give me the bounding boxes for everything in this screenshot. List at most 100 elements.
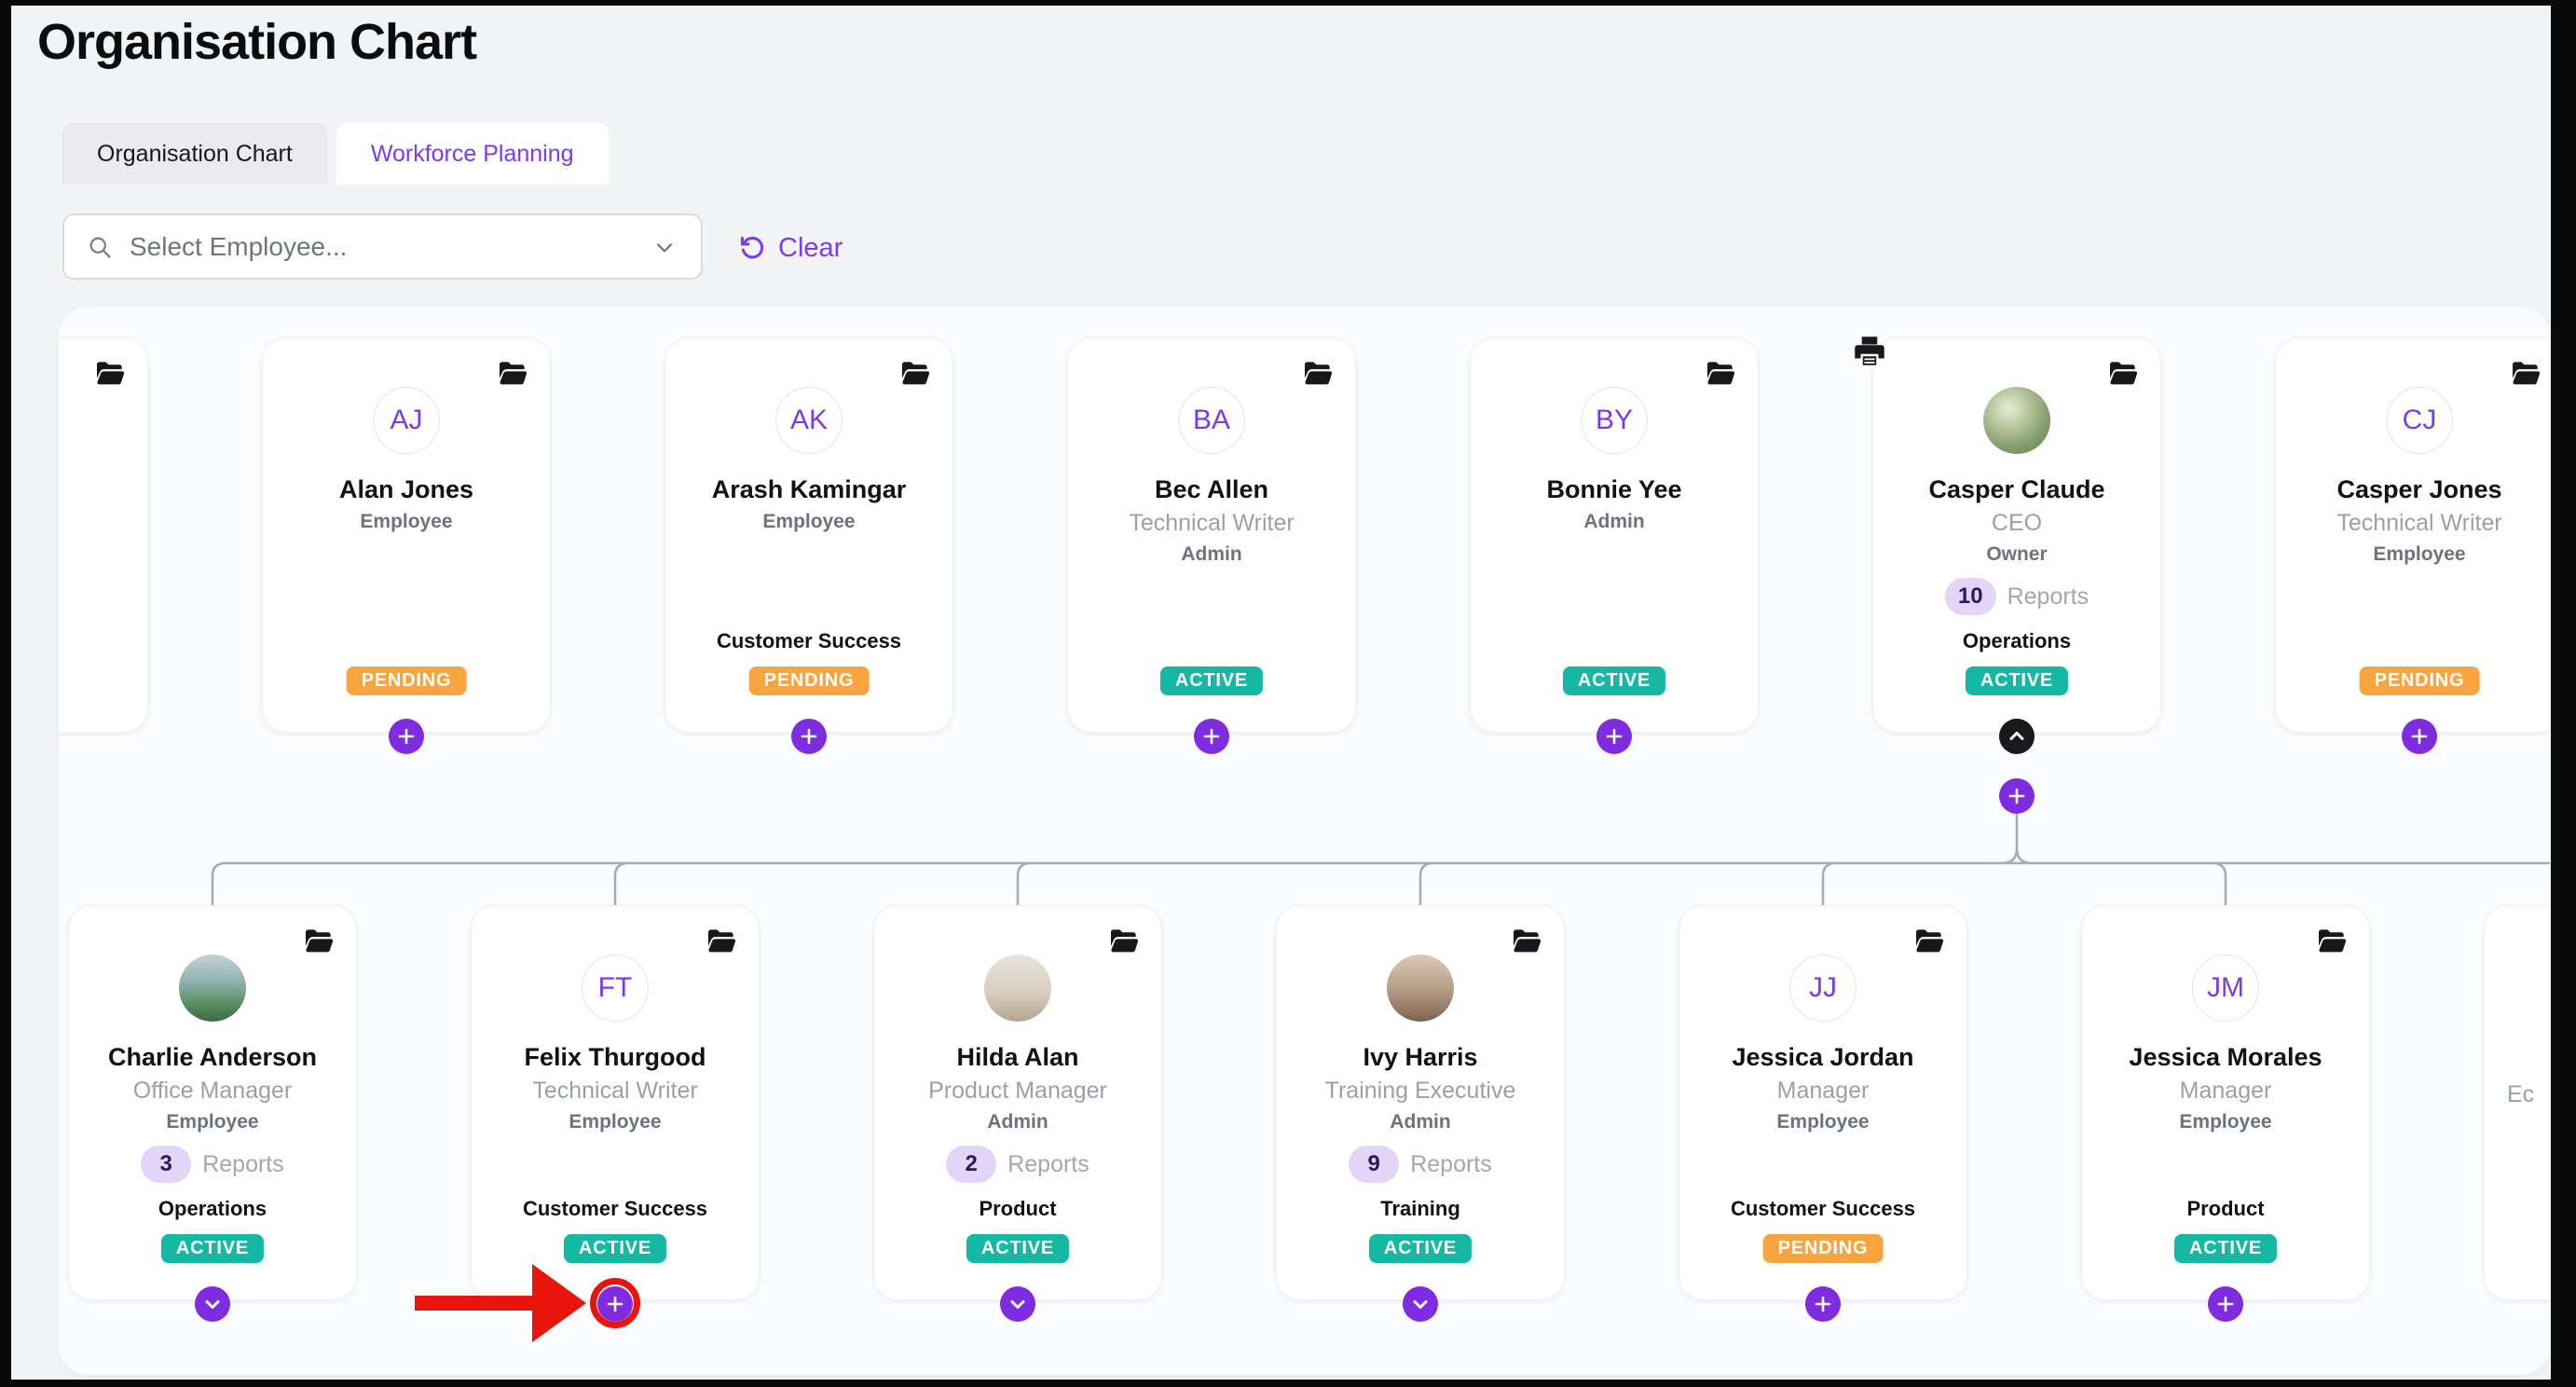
org-card-casper-jones[interactable]: CJ Casper Jones Technical Writer Employee PE… <box>2275 337 2550 754</box>
org-card-jessica-morales[interactable]: JM Jessica Morales Manager Employee Product A… <box>2081 905 2370 1322</box>
tab-organisation-chart[interactable]: Organisation Chart <box>62 123 327 185</box>
avatar <box>1387 954 1454 1022</box>
status-badge: PENDING <box>2359 666 2480 695</box>
employee-name: Charlie Anderson <box>107 1043 318 1071</box>
add-report-button[interactable] <box>1596 719 1632 754</box>
status-badge: ACTIVE <box>966 1234 1070 1263</box>
org-card-ivy-harris[interactable]: Ivy Harris Training Executive Admin 9 Report… <box>1276 905 1565 1322</box>
folder-icon[interactable] <box>1914 928 1944 954</box>
folder-icon[interactable] <box>2511 361 2541 387</box>
add-report-button[interactable] <box>389 719 424 754</box>
refresh-icon <box>740 236 764 259</box>
reports-count: 10 <box>1944 578 1996 615</box>
access-level: Employee <box>360 511 453 532</box>
employee-name: Alan Jones <box>338 475 474 503</box>
reports-badge: 9 Reports <box>1277 1146 1564 1183</box>
department-label: Product <box>979 1197 1057 1220</box>
job-title: Product Manager <box>928 1078 1107 1104</box>
folder-icon[interactable] <box>2108 361 2138 387</box>
collapse-children-button[interactable] <box>1999 719 2035 754</box>
add-report-button[interactable] <box>1805 1286 1841 1322</box>
tab-bar: Organisation Chart Workforce Planning <box>62 123 609 185</box>
status-badge: ACTIVE <box>160 1234 265 1263</box>
expand-children-button[interactable] <box>1000 1286 1035 1322</box>
status-badge: ACTIVE <box>563 1234 667 1263</box>
department-label: Customer Success <box>716 629 902 652</box>
employee-select[interactable]: Select Employee... <box>62 213 703 280</box>
add-report-button[interactable] <box>791 719 827 754</box>
avatar: JM <box>2192 954 2259 1022</box>
org-chart-canvas[interactable]: AJ Alan Jones Employee PENDING AK Arash Kamin… <box>58 306 2551 1376</box>
folder-icon[interactable] <box>1109 928 1139 954</box>
job-title: Technical Writer <box>2336 510 2502 536</box>
access-level: Employee <box>569 1111 662 1133</box>
annotation-ring <box>590 1278 640 1328</box>
app-window: Organisation Chart Organisation Chart Wo… <box>11 6 2551 1380</box>
access-level: Employee <box>2179 1111 2272 1133</box>
status-badge: PENDING <box>1762 1234 1884 1263</box>
folder-icon[interactable] <box>1303 361 1333 387</box>
employee-select-placeholder: Select Employee... <box>130 231 348 261</box>
status-badge: ACTIVE <box>1965 666 2069 695</box>
folder-icon[interactable] <box>1706 361 1735 387</box>
reports-count: 3 <box>141 1146 192 1183</box>
org-card-partial-right[interactable]: Ec <box>2484 905 2550 1300</box>
expand-children-button[interactable] <box>1403 1286 1438 1322</box>
reports-label: Reports <box>1410 1150 1492 1177</box>
avatar: CJ <box>2386 387 2453 454</box>
reports-badge: 2 Reports <box>874 1146 1161 1183</box>
access-level: Admin <box>1181 543 1242 565</box>
access-level: Employee <box>2373 543 2466 565</box>
annotation-arrowhead-icon <box>532 1264 586 1342</box>
status-badge: ACTIVE <box>1159 666 1264 695</box>
status-badge: ACTIVE <box>2173 1234 2278 1263</box>
job-title: Manager <box>1776 1078 1870 1104</box>
printer-icon[interactable] <box>1853 335 1886 368</box>
avatar: FT <box>582 954 649 1022</box>
employee-name: Casper Claude <box>1928 475 2105 503</box>
employee-name: Bec Allen <box>1154 475 1269 503</box>
folder-icon[interactable] <box>2317 928 2347 954</box>
org-card-arash-kamingar[interactable]: AK Arash Kamingar Employee Customer Success… <box>665 337 953 754</box>
folder-icon[interactable] <box>900 361 930 387</box>
add-report-button[interactable] <box>2402 719 2437 754</box>
org-card-charlie-anderson[interactable]: Charlie Anderson Office Manager Employee 3 R… <box>68 905 357 1322</box>
add-report-button[interactable] <box>1194 719 1229 754</box>
folder-icon[interactable] <box>304 928 334 954</box>
folder-icon[interactable] <box>498 361 528 387</box>
employee-name: Jessica Jordan <box>1732 1043 1914 1071</box>
org-card-felix-thurgood[interactable]: FT Felix Thurgood Technical Writer Employee… <box>471 905 760 1322</box>
status-badge: PENDING <box>346 666 467 695</box>
avatar: BY <box>1581 387 1648 454</box>
reports-label: Reports <box>1007 1150 1089 1177</box>
expand-children-button[interactable] <box>195 1286 230 1322</box>
access-level: Employee <box>166 1111 259 1133</box>
employee-name: Ivy Harris <box>1363 1043 1478 1071</box>
clear-label: Clear <box>778 232 843 263</box>
status-badge: PENDING <box>748 666 870 695</box>
tab-workforce-planning[interactable]: Workforce Planning <box>336 123 609 185</box>
chevron-down-icon <box>656 242 673 253</box>
avatar: AJ <box>373 387 440 454</box>
org-card-partial-left[interactable] <box>59 337 148 733</box>
org-card-jessica-jordan[interactable]: JJ Jessica Jordan Manager Employee Customer … <box>1679 905 1967 1322</box>
avatar: BA <box>1178 387 1245 454</box>
folder-icon[interactable] <box>95 361 125 387</box>
org-card-casper-claude[interactable]: Casper Claude CEO Owner 10 Reports Operations… <box>1872 337 2161 814</box>
job-title: Technical Writer <box>1129 510 1295 536</box>
add-report-button[interactable] <box>2208 1286 2243 1322</box>
employee-name: Hilda Alan <box>956 1043 1079 1071</box>
reports-label: Reports <box>2007 583 2090 610</box>
org-card-hilda-alan[interactable]: Hilda Alan Product Manager Admin 2 Reports Pr… <box>873 905 1162 1322</box>
employee-name: Arash Kamingar <box>711 475 907 503</box>
org-card-alan-jones[interactable]: AJ Alan Jones Employee PENDING <box>262 337 551 754</box>
org-card-bonnie-yee[interactable]: BY Bonnie Yee Admin ACTIVE <box>1470 337 1759 754</box>
clear-button[interactable]: Clear <box>738 229 843 267</box>
org-card-bec-allen[interactable]: BA Bec Allen Technical Writer Admin ACTIVE <box>1067 337 1356 754</box>
reports-badge: 10 Reports <box>1873 578 2160 615</box>
folder-icon[interactable] <box>1512 928 1541 954</box>
folder-icon[interactable] <box>706 928 736 954</box>
department-label: Product <box>2186 1197 2265 1220</box>
add-report-button[interactable] <box>1999 778 2035 814</box>
access-level: Admin <box>1583 511 1645 532</box>
